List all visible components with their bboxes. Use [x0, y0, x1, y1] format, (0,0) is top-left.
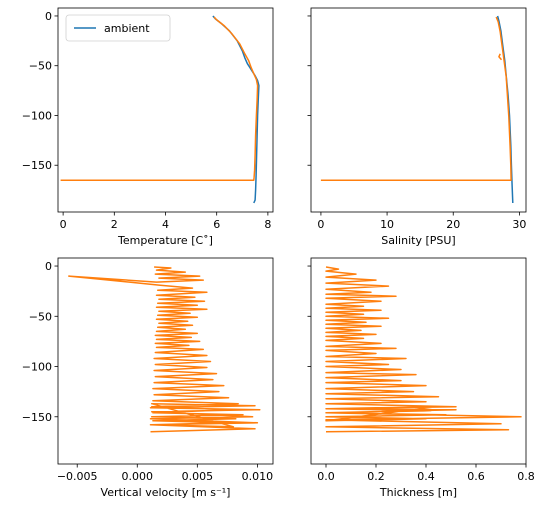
panel-3: −0.005 0.000 0.005 0.010 0 −50 −100 −150 Vertica…: [22, 257, 274, 499]
y-tick-label: 0: [45, 10, 52, 23]
y-tick-label: −150: [22, 411, 52, 424]
series-line-series-2: [60, 16, 259, 181]
x-tick-label: −0.005: [57, 470, 98, 483]
legend-box: [65, 14, 171, 42]
legend-label: ambient: [104, 22, 150, 35]
axes-frame: [310, 257, 527, 465]
x-tick-label: 0.2: [367, 470, 385, 483]
x-axis-label: Salinity [PSU]: [381, 234, 455, 247]
x-tick-label: 8: [264, 218, 271, 231]
x-tick-label: 6: [213, 218, 220, 231]
x-tick-label: 2: [111, 218, 118, 231]
series-line-series-1: [68, 266, 261, 433]
x-tick-label: 20: [446, 218, 460, 231]
x-tick-label: 0.005: [182, 470, 214, 483]
plot-area: [320, 15, 514, 204]
x-tick-label: 4: [162, 218, 169, 231]
x-tick-label: 0.4: [417, 470, 435, 483]
series-line-series-1: [325, 266, 522, 433]
panel-2: 0 10 20 30 Salinity [PSU]: [307, 7, 527, 247]
y-tick-label: 0: [45, 260, 52, 273]
x-tick-label: 30: [512, 218, 526, 231]
x-tick-label: 0.6: [467, 470, 485, 483]
axes-frame: [57, 257, 274, 465]
y-tick-label: −50: [29, 60, 52, 73]
x-tick-label: 0: [317, 218, 324, 231]
x-tick-label: 10: [380, 218, 394, 231]
x-tick-label: 0: [60, 218, 67, 231]
plot-area: [325, 266, 522, 433]
x-axis-label: Temperature [C˚]: [117, 234, 213, 247]
plot-area: [68, 266, 261, 433]
x-tick-label: 0.010: [242, 470, 274, 483]
series-line-series-3: [498, 53, 503, 61]
y-tick-label: −150: [22, 159, 52, 172]
y-tick-label: −100: [22, 109, 52, 122]
axes-frame: [310, 7, 527, 213]
x-axis-label: Thickness [m]: [379, 486, 457, 499]
x-tick-label: 0.000: [122, 470, 154, 483]
y-tick-label: −100: [22, 361, 52, 374]
x-tick-label: 0.0: [317, 470, 335, 483]
plot-area: [60, 15, 260, 204]
x-tick-label: 0.8: [517, 470, 535, 483]
panel-1: 0 2 4 6 8 0 −50 −100 −150 Temperature [C˚] ambient: [22, 7, 274, 247]
x-axis-label: Vertical velocity [m s⁻¹]: [101, 486, 231, 499]
series-line-series-2: [320, 16, 512, 181]
panel-4: 0.0 0.2 0.4 0.6 0.8 Thickness [m]: [307, 257, 535, 499]
y-tick-label: −50: [29, 310, 52, 323]
